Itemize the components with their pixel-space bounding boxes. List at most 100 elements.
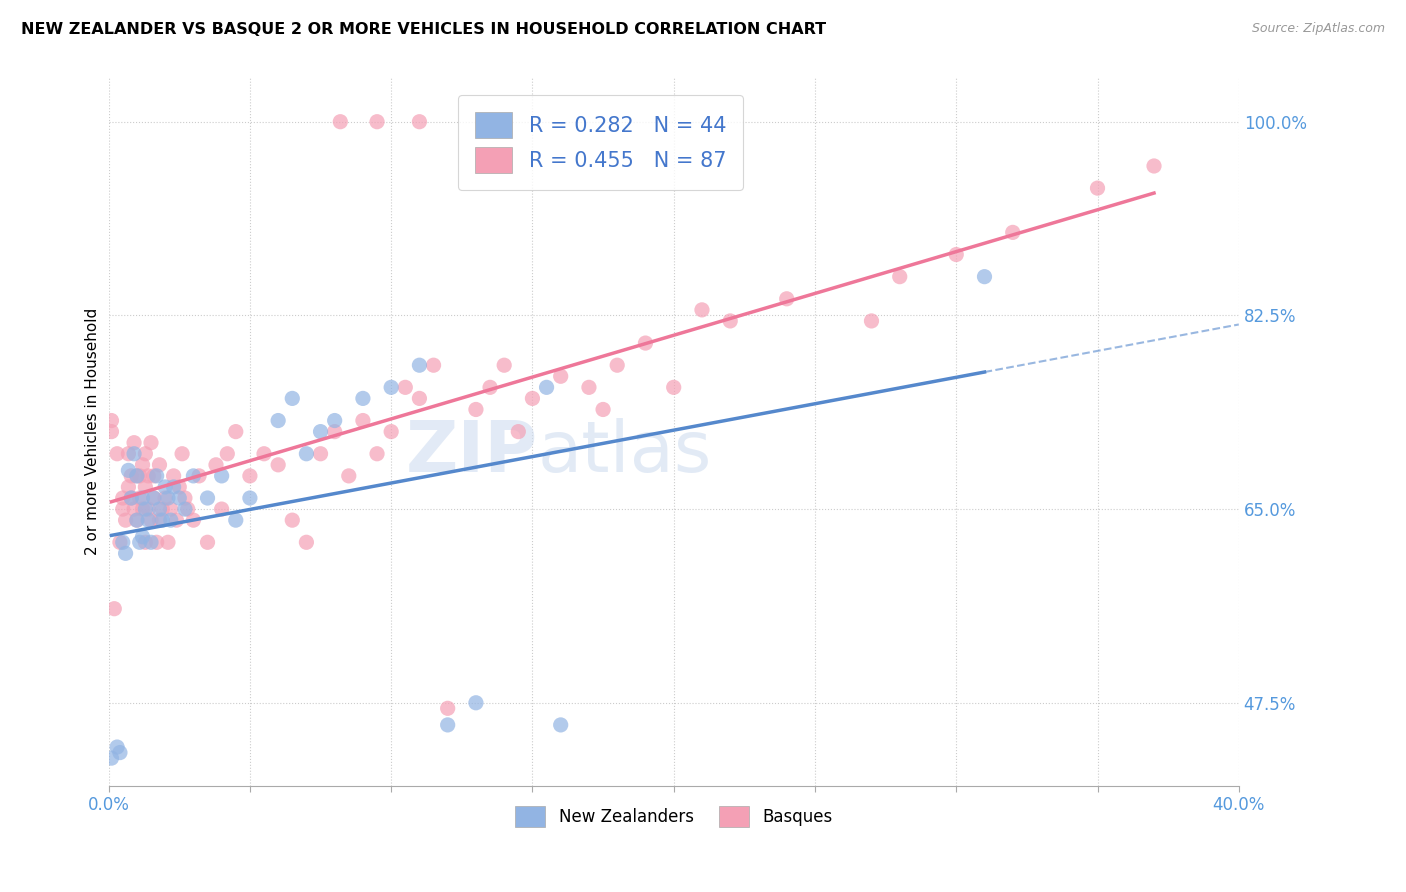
- Point: [156, 535, 179, 549]
- Point: [494, 358, 516, 372]
- Point: [117, 447, 139, 461]
- Point: [136, 502, 159, 516]
- Point: [128, 535, 150, 549]
- Point: [436, 701, 458, 715]
- Y-axis label: 2 or more Vehicles in Household: 2 or more Vehicles in Household: [86, 308, 100, 555]
- Point: [183, 469, 205, 483]
- Point: [131, 458, 153, 472]
- Point: [156, 491, 179, 505]
- Point: [606, 358, 628, 372]
- Point: [153, 480, 176, 494]
- Point: [125, 469, 148, 483]
- Point: [352, 392, 374, 406]
- Point: [197, 535, 219, 549]
- Text: Source: ZipAtlas.com: Source: ZipAtlas.com: [1251, 22, 1385, 36]
- Point: [183, 513, 205, 527]
- Point: [464, 696, 486, 710]
- Point: [165, 513, 187, 527]
- Point: [205, 458, 228, 472]
- Point: [464, 402, 486, 417]
- Point: [408, 358, 430, 372]
- Point: [295, 447, 318, 461]
- Point: [128, 491, 150, 505]
- Point: [105, 447, 128, 461]
- Point: [148, 458, 170, 472]
- Point: [131, 502, 153, 516]
- Point: [117, 463, 139, 477]
- Point: [408, 114, 430, 128]
- Point: [860, 314, 883, 328]
- Point: [592, 402, 614, 417]
- Text: atlas: atlas: [538, 418, 713, 487]
- Point: [162, 469, 184, 483]
- Point: [352, 413, 374, 427]
- Point: [309, 425, 332, 439]
- Point: [188, 469, 211, 483]
- Point: [142, 469, 165, 483]
- Point: [122, 447, 145, 461]
- Point: [211, 502, 233, 516]
- Point: [177, 502, 200, 516]
- Point: [103, 601, 125, 615]
- Point: [169, 491, 191, 505]
- Point: [100, 425, 122, 439]
- Point: [690, 302, 713, 317]
- Point: [131, 491, 153, 505]
- Point: [148, 513, 170, 527]
- Point: [662, 380, 685, 394]
- Point: [578, 380, 600, 394]
- Point: [125, 513, 148, 527]
- Point: [136, 469, 159, 483]
- Point: [174, 491, 197, 505]
- Point: [159, 513, 181, 527]
- Point: [550, 369, 572, 384]
- Point: [1001, 226, 1024, 240]
- Point: [267, 458, 290, 472]
- Point: [337, 469, 360, 483]
- Text: NEW ZEALANDER VS BASQUE 2 OR MORE VEHICLES IN HOUSEHOLD CORRELATION CHART: NEW ZEALANDER VS BASQUE 2 OR MORE VEHICL…: [21, 22, 827, 37]
- Point: [111, 502, 134, 516]
- Point: [1143, 159, 1166, 173]
- Point: [197, 491, 219, 505]
- Point: [120, 491, 142, 505]
- Point: [122, 502, 145, 516]
- Point: [134, 480, 156, 494]
- Point: [142, 491, 165, 505]
- Legend: New Zealanders, Basques: New Zealanders, Basques: [509, 799, 839, 834]
- Point: [134, 447, 156, 461]
- Point: [225, 425, 247, 439]
- Point: [139, 535, 162, 549]
- Point: [145, 535, 167, 549]
- Point: [120, 469, 142, 483]
- Point: [536, 380, 558, 394]
- Point: [508, 425, 530, 439]
- Point: [125, 469, 148, 483]
- Point: [408, 392, 430, 406]
- Point: [479, 380, 502, 394]
- Point: [111, 535, 134, 549]
- Point: [159, 502, 181, 516]
- Point: [108, 746, 131, 760]
- Point: [366, 114, 388, 128]
- Point: [239, 469, 262, 483]
- Point: [105, 739, 128, 754]
- Point: [150, 502, 173, 516]
- Point: [114, 546, 136, 560]
- Point: [150, 513, 173, 527]
- Point: [108, 535, 131, 549]
- Point: [776, 292, 799, 306]
- Point: [134, 502, 156, 516]
- Point: [239, 491, 262, 505]
- Point: [436, 718, 458, 732]
- Point: [945, 247, 967, 261]
- Point: [122, 435, 145, 450]
- Point: [111, 491, 134, 505]
- Point: [142, 491, 165, 505]
- Point: [128, 469, 150, 483]
- Point: [718, 314, 741, 328]
- Point: [225, 513, 247, 527]
- Point: [211, 469, 233, 483]
- Point: [380, 425, 402, 439]
- Point: [174, 502, 197, 516]
- Point: [162, 480, 184, 494]
